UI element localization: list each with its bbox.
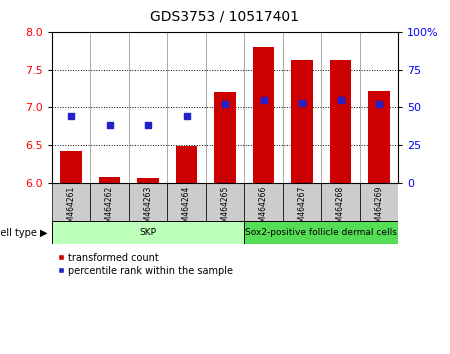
FancyBboxPatch shape <box>360 183 398 221</box>
FancyBboxPatch shape <box>244 221 398 244</box>
Text: GSM464264: GSM464264 <box>182 185 191 232</box>
Bar <box>176 147 197 183</box>
Text: Sox2-positive follicle dermal cells: Sox2-positive follicle dermal cells <box>245 228 397 237</box>
FancyBboxPatch shape <box>90 183 129 221</box>
Text: GDS3753 / 10517401: GDS3753 / 10517401 <box>150 9 300 23</box>
Text: cell type ▶: cell type ▶ <box>0 228 47 238</box>
Text: SKP: SKP <box>140 228 157 237</box>
Point <box>260 97 267 103</box>
Point <box>375 101 382 107</box>
FancyBboxPatch shape <box>129 183 167 221</box>
FancyBboxPatch shape <box>244 183 283 221</box>
Bar <box>369 91 390 183</box>
Point <box>298 100 306 105</box>
FancyBboxPatch shape <box>167 183 206 221</box>
Bar <box>330 61 351 183</box>
FancyBboxPatch shape <box>283 183 321 221</box>
Point <box>68 113 75 119</box>
FancyBboxPatch shape <box>206 183 244 221</box>
Text: GSM464262: GSM464262 <box>105 185 114 232</box>
Text: GSM464263: GSM464263 <box>144 185 153 232</box>
Text: GSM464265: GSM464265 <box>220 185 230 232</box>
Point <box>144 122 152 128</box>
Bar <box>137 178 158 183</box>
FancyBboxPatch shape <box>52 183 90 221</box>
FancyBboxPatch shape <box>52 221 244 244</box>
Text: GSM464267: GSM464267 <box>297 185 306 232</box>
Bar <box>214 92 236 183</box>
Point <box>337 97 344 103</box>
Point <box>183 113 190 119</box>
FancyBboxPatch shape <box>321 183 360 221</box>
Text: GSM464269: GSM464269 <box>374 185 383 232</box>
Bar <box>60 151 81 183</box>
Bar <box>292 61 313 183</box>
Text: GSM464268: GSM464268 <box>336 185 345 232</box>
Legend: transformed count, percentile rank within the sample: transformed count, percentile rank withi… <box>57 253 233 275</box>
Text: GSM464266: GSM464266 <box>259 185 268 232</box>
Bar <box>99 177 120 183</box>
Point <box>106 122 113 128</box>
Bar <box>253 47 274 183</box>
Text: GSM464261: GSM464261 <box>67 185 76 232</box>
Point <box>221 101 229 107</box>
